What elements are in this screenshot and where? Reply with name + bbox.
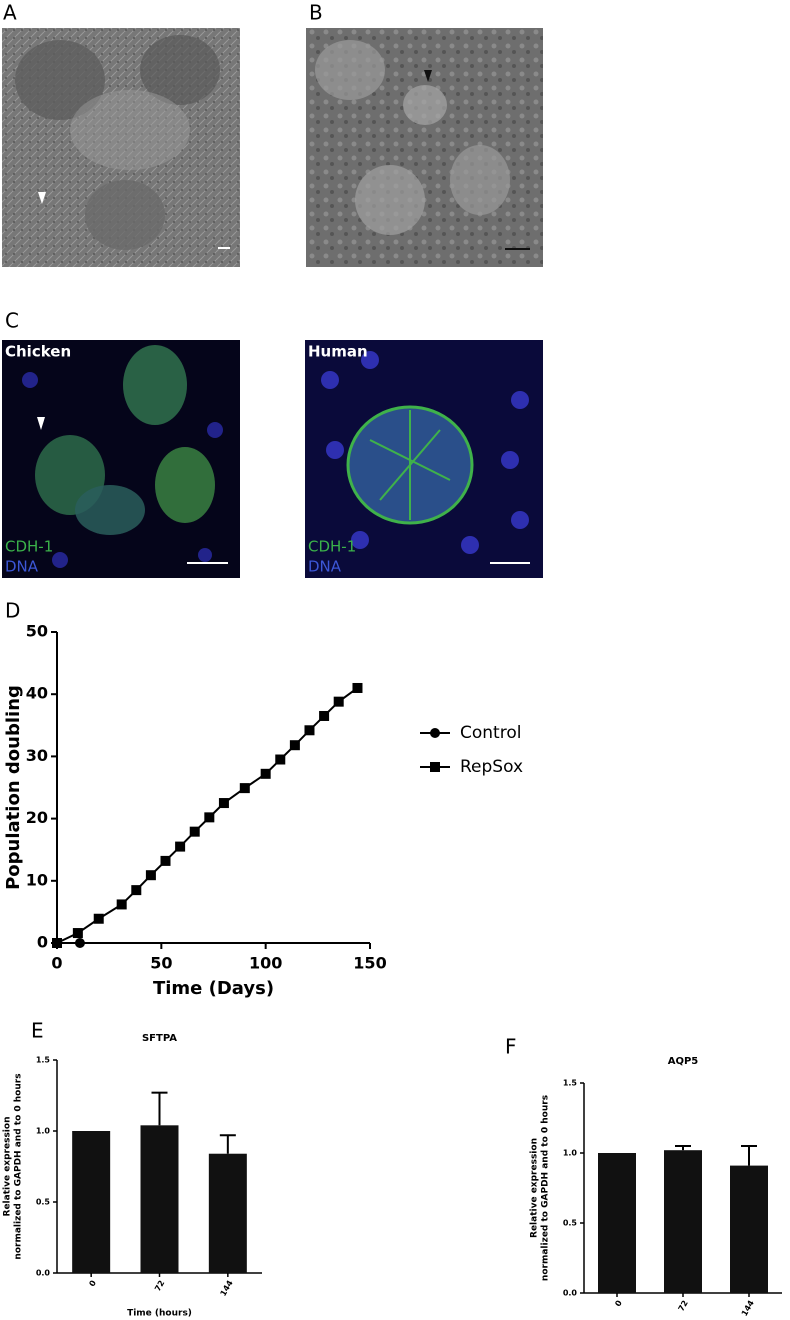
image-b (306, 28, 543, 267)
image-a (2, 28, 240, 267)
panel-letter: A (3, 1, 17, 25)
marker (145, 870, 156, 881)
bar (140, 1125, 179, 1273)
stain-label: DNA (5, 558, 39, 576)
panel-letter: F (505, 1035, 517, 1059)
x-tick-label: 144 (740, 1298, 756, 1317)
bar (72, 1131, 111, 1273)
legend-marker (430, 728, 440, 738)
marker (93, 913, 104, 924)
x-tick-label: 0 (87, 1278, 98, 1288)
x-axis-title: Time (hours) (127, 1309, 192, 1319)
marker (116, 899, 127, 910)
panel-letter: C (5, 309, 19, 333)
y-axis-title: normalized to GAPDH and to 0 hours (14, 1073, 24, 1259)
legend-label: Control (460, 723, 521, 743)
y-tick-label: 1.5 (563, 1079, 578, 1088)
y-axis-title: Relative expression (530, 1138, 540, 1238)
panel-letter: B (309, 1, 323, 25)
marker (289, 740, 300, 751)
marker (175, 841, 186, 852)
bar (208, 1153, 247, 1273)
legend-label: RepSox (460, 757, 523, 777)
bar (730, 1165, 768, 1293)
y-tick-label: 0.0 (36, 1269, 51, 1278)
marker (239, 783, 250, 794)
stain-label: DNA (308, 558, 342, 576)
x-tick-label: 0 (51, 954, 62, 973)
stain-label: CDH-1 (308, 538, 356, 556)
marker (275, 754, 286, 765)
marker (333, 696, 344, 707)
image-human (305, 340, 543, 578)
x-tick-label: 50 (150, 954, 172, 973)
x-tick-label: 72 (153, 1279, 166, 1293)
x-axis-title: Time (Days) (153, 978, 274, 999)
x-tick-label: 100 (249, 954, 282, 973)
image-caption: Human (308, 343, 368, 361)
y-axis-title: Population doubling (3, 685, 24, 890)
y-tick-label: 0.5 (563, 1219, 578, 1228)
y-tick-label: 10 (26, 870, 48, 889)
stain-label: CDH-1 (5, 538, 53, 556)
y-tick-label: 1.5 (36, 1056, 51, 1065)
marker (260, 768, 271, 779)
y-axis-title: Relative expression (3, 1117, 13, 1217)
y-tick-label: 20 (26, 808, 48, 827)
y-tick-label: 0.0 (563, 1289, 578, 1298)
bar (664, 1150, 702, 1293)
x-tick-label: 150 (353, 954, 386, 973)
y-tick-label: 50 (26, 622, 48, 641)
marker (204, 812, 215, 823)
marker (72, 928, 83, 939)
y-tick-label: 0.5 (36, 1198, 51, 1207)
image-caption: Chicken (5, 343, 71, 361)
image-chicken (2, 340, 240, 578)
panel-letter: E (31, 1019, 44, 1043)
marker (218, 798, 229, 809)
marker (304, 725, 315, 736)
y-axis-title: normalized to GAPDH and to 0 hours (541, 1095, 551, 1281)
y-tick-label: 30 (26, 746, 48, 765)
marker (352, 682, 363, 693)
marker (189, 826, 200, 837)
y-tick-label: 1.0 (563, 1149, 578, 1158)
marker (52, 938, 62, 948)
legend-marker (430, 762, 440, 772)
marker (131, 885, 142, 896)
panel-letter: D (5, 599, 20, 623)
y-tick-label: 0 (37, 933, 48, 952)
x-tick-label: 72 (677, 1299, 690, 1313)
y-tick-label: 40 (26, 684, 48, 703)
chart-title: AQP5 (668, 1056, 699, 1067)
bar (598, 1153, 636, 1293)
y-tick-label: 1.0 (36, 1127, 51, 1136)
x-tick-label: 0 (613, 1298, 624, 1308)
x-tick-label: 144 (219, 1278, 235, 1297)
marker (160, 855, 171, 866)
chart-title: SFTPA (142, 1033, 177, 1044)
marker (74, 938, 85, 948)
marker (319, 710, 330, 721)
